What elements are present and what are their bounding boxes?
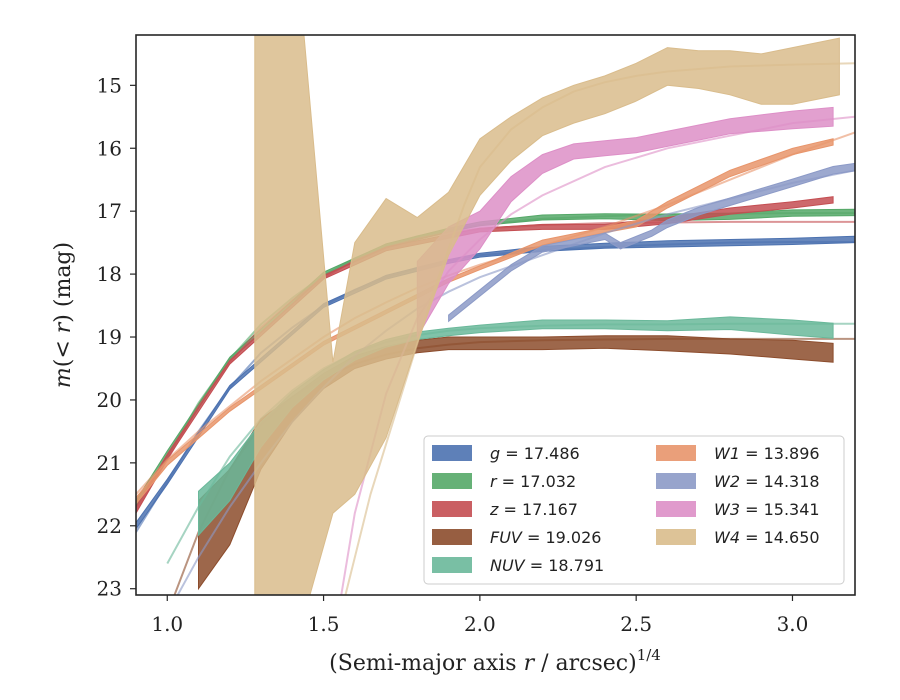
w4-data-band (254, 35, 840, 595)
legend-swatch-w4 (656, 529, 696, 545)
x-tick-label: 3.0 (777, 612, 809, 636)
legend-label-z: z = 17.167 (489, 500, 578, 519)
y-tick-label: 22 (97, 514, 122, 538)
x-tick-label: 1.0 (151, 612, 183, 636)
x-axis-label: (Semi-major axis r / arcsec)1/4 (329, 646, 661, 676)
x-axis-ticks: 1.0 1.5 2.0 2.5 3.0 (151, 595, 808, 636)
plot-frame (135, 34, 856, 596)
legend-swatch-w1 (656, 445, 696, 461)
y-axis-label: m(< r) (mag) (51, 242, 76, 388)
w2-data-band (448, 162, 855, 323)
legend-label-nuv: NUV = 18.791 (490, 556, 604, 575)
legend-label-r: r = 17.032 (490, 472, 576, 491)
x-tick-label: 2.0 (464, 612, 496, 636)
legend-label-w1: W1 = 13.896 (714, 444, 820, 463)
y-tick-label: 15 (97, 73, 122, 97)
y-tick-label: 16 (97, 136, 122, 160)
legend-swatch-nuv (432, 557, 472, 573)
legend-label-fuv: FUV = 19.026 (490, 528, 601, 547)
legend: g = 17.486 r = 17.032 z = 17.167 FUV = 19.0… (423, 435, 845, 585)
legend-label-g: g = 17.486 (490, 444, 580, 463)
legend-swatch-r (432, 473, 472, 489)
x-tick-label: 1.5 (308, 612, 340, 636)
y-tick-label: 19 (97, 325, 122, 349)
series-layer (136, 35, 855, 595)
y-tick-label: 23 (97, 577, 122, 601)
legend-frame (423, 435, 845, 585)
y-tick-label: 21 (97, 451, 122, 475)
y-tick-label: 17 (97, 199, 122, 223)
legend-swatch-fuv (432, 529, 472, 545)
legend-swatch-z (432, 501, 472, 517)
legend-label-w3: W3 = 15.341 (714, 500, 820, 519)
legend-swatch-w2 (656, 473, 696, 489)
legend-label-w4: W4 = 14.650 (714, 528, 820, 547)
w3-data-band (416, 106, 834, 339)
x-tick-label: 2.5 (620, 612, 652, 636)
legend-swatch-g (432, 445, 472, 461)
legend-swatch-w3 (656, 501, 696, 517)
y-tick-label: 18 (97, 262, 122, 286)
legend-label-w2: W2 = 14.318 (714, 472, 820, 491)
y-axis-ticks: 15 16 17 18 19 20 21 22 23 (97, 73, 136, 601)
y-tick-label: 20 (97, 388, 122, 412)
